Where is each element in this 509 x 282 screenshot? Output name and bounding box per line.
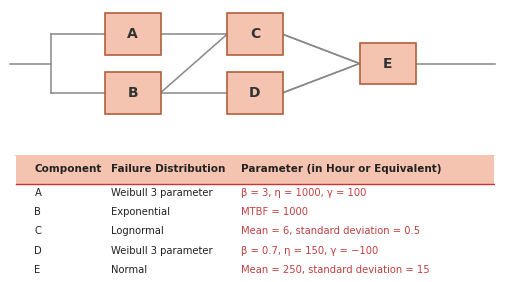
Text: A: A	[35, 188, 41, 198]
Text: Exponential: Exponential	[111, 207, 170, 217]
Text: A: A	[127, 27, 138, 41]
Text: C: C	[249, 27, 260, 41]
Text: Component: Component	[35, 164, 102, 174]
Text: β = 0.7, η = 150, γ = −100: β = 0.7, η = 150, γ = −100	[240, 246, 377, 255]
Text: Lognormal: Lognormal	[111, 226, 163, 236]
FancyBboxPatch shape	[104, 14, 160, 55]
Text: β = 3, η = 1000, γ = 100: β = 3, η = 1000, γ = 100	[240, 188, 365, 198]
Text: Failure Distribution: Failure Distribution	[111, 164, 225, 174]
Text: Parameter (in Hour or Equivalent): Parameter (in Hour or Equivalent)	[240, 164, 440, 174]
FancyBboxPatch shape	[104, 72, 160, 114]
Text: B: B	[35, 207, 41, 217]
FancyBboxPatch shape	[16, 155, 493, 184]
Text: D: D	[35, 246, 42, 255]
Text: Weibull 3 parameter: Weibull 3 parameter	[111, 246, 212, 255]
FancyBboxPatch shape	[359, 43, 415, 84]
FancyBboxPatch shape	[227, 14, 282, 55]
FancyBboxPatch shape	[227, 72, 282, 114]
Text: E: E	[35, 265, 41, 275]
Text: Weibull 3 parameter: Weibull 3 parameter	[111, 188, 212, 198]
Text: MTBF = 1000: MTBF = 1000	[240, 207, 307, 217]
Text: E: E	[382, 56, 391, 70]
Text: D: D	[249, 86, 260, 100]
FancyBboxPatch shape	[11, 154, 498, 280]
Text: Normal: Normal	[111, 265, 147, 275]
Text: Mean = 6, standard deviation = 0.5: Mean = 6, standard deviation = 0.5	[240, 226, 419, 236]
Text: Mean = 250, standard deviation = 15: Mean = 250, standard deviation = 15	[240, 265, 429, 275]
Text: C: C	[35, 226, 41, 236]
Text: B: B	[127, 86, 137, 100]
